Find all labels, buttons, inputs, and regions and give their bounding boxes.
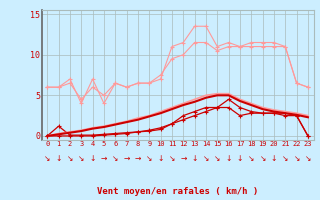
Text: ↘: ↘: [282, 154, 288, 163]
Text: ↘: ↘: [67, 154, 73, 163]
Text: ↓: ↓: [157, 154, 164, 163]
Text: ↓: ↓: [225, 154, 232, 163]
Text: ↘: ↘: [260, 154, 266, 163]
Text: ↓: ↓: [237, 154, 243, 163]
Text: ↘: ↘: [203, 154, 209, 163]
Text: ↘: ↘: [305, 154, 311, 163]
Text: →: →: [180, 154, 187, 163]
Text: →: →: [101, 154, 107, 163]
Text: →: →: [135, 154, 141, 163]
Text: Vent moyen/en rafales ( km/h ): Vent moyen/en rafales ( km/h ): [97, 187, 258, 196]
Text: ↘: ↘: [78, 154, 84, 163]
Text: ↘: ↘: [214, 154, 220, 163]
Text: ↘: ↘: [112, 154, 118, 163]
Text: ↓: ↓: [191, 154, 198, 163]
Text: ↘: ↘: [146, 154, 152, 163]
Text: →: →: [124, 154, 130, 163]
Text: ↘: ↘: [169, 154, 175, 163]
Text: ↓: ↓: [55, 154, 62, 163]
Text: ↘: ↘: [293, 154, 300, 163]
Text: ↓: ↓: [271, 154, 277, 163]
Text: ↘: ↘: [248, 154, 254, 163]
Text: ↘: ↘: [44, 154, 51, 163]
Text: ↓: ↓: [89, 154, 96, 163]
